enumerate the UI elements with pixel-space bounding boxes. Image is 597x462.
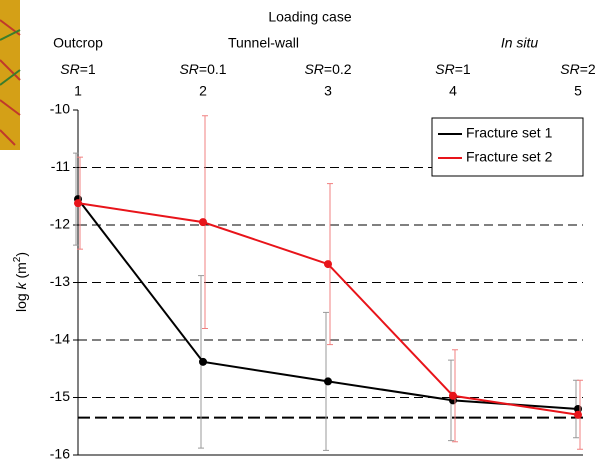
chart: Loading case log k (m2) -16 -15 -14 -13 -12 -… — [0, 0, 597, 462]
legend-label: Fracture set 1 — [466, 125, 553, 141]
sr-symbol: SR — [435, 61, 454, 77]
x-tick-label: 1 — [74, 83, 82, 99]
sr-symbol: SR — [179, 61, 198, 77]
x-tick-label: 3 — [324, 83, 332, 99]
group-label: In situ — [501, 35, 539, 51]
x-tick-label: 4 — [449, 83, 457, 99]
y-tick-label: -15 — [50, 388, 70, 404]
chart-title: Loading case — [268, 9, 352, 25]
point — [449, 392, 457, 400]
sr-value: =1 — [455, 61, 471, 77]
sr-label: SR=1 — [60, 61, 96, 77]
y-tick-label: -11 — [51, 158, 70, 174]
point — [199, 358, 207, 366]
x-tick-label: 2 — [199, 83, 207, 99]
point — [199, 218, 207, 226]
sr-label: SR=0.2 — [304, 61, 351, 77]
point — [324, 260, 332, 268]
y-tick-label: -10 — [50, 101, 70, 117]
legend-label: Fracture set 2 — [466, 149, 553, 165]
sr-label: SR=2 — [560, 61, 596, 77]
group-label: Tunnel-wall — [228, 35, 299, 51]
sr-value: =1 — [80, 61, 96, 77]
group-label: Outcrop — [53, 35, 103, 51]
photo-fragment — [0, 0, 20, 150]
sr-label: SR=0.1 — [179, 61, 226, 77]
sr-label: SR=1 — [435, 61, 471, 77]
sr-symbol: SR — [560, 61, 579, 77]
sr-value: =2 — [580, 61, 596, 77]
sr-value: =0.1 — [199, 61, 227, 77]
point — [74, 199, 82, 207]
point — [574, 411, 582, 419]
sr-value: =0.2 — [324, 61, 352, 77]
x-tick-label: 5 — [574, 83, 582, 99]
sr-symbol: SR — [304, 61, 323, 77]
sr-symbol: SR — [60, 61, 79, 77]
y-tick-label: -16 — [50, 446, 70, 462]
y-tick-label: -14 — [50, 331, 70, 347]
y-tick-label: -12 — [50, 216, 70, 232]
y-axis-label: log k (m2) — [12, 252, 29, 312]
point — [324, 377, 332, 385]
y-tick-label: -13 — [50, 273, 70, 289]
